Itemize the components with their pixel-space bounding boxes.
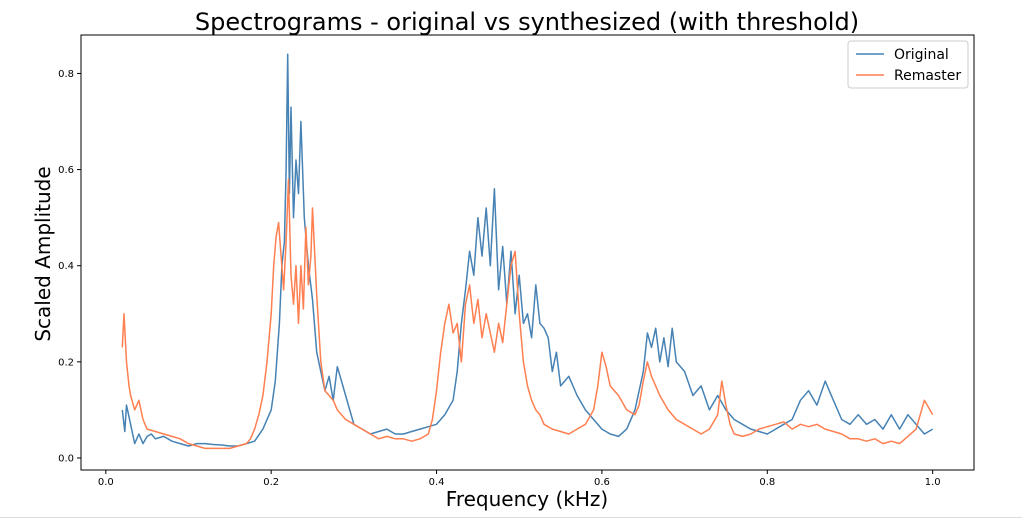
y-tick-label: 0.4: [58, 261, 74, 272]
x-tick-label: 0.8: [759, 477, 775, 488]
page-divider: [0, 517, 1022, 518]
series-line-original: [121, 53, 934, 447]
y-tick-label: 0.8: [58, 69, 74, 80]
y-tick-label: 0.0: [58, 453, 74, 464]
plot-frame: [80, 34, 975, 471]
series-line-remaster: [121, 178, 934, 450]
legend-label-remaster: Remaster: [894, 68, 961, 84]
x-tick-label: 0.6: [594, 477, 610, 488]
y-axis-label: Scaled Amplitude: [31, 166, 55, 341]
x-tick-label: 0.4: [429, 477, 445, 488]
legend-label-original: Original: [894, 47, 949, 63]
x-tick-label: 0.0: [98, 477, 114, 488]
x-axis-label: Frequency (kHz): [446, 487, 608, 511]
x-tick-label: 0.2: [263, 477, 279, 488]
legend-box: [847, 40, 969, 89]
y-tick-label: 0.6: [58, 165, 74, 176]
y-tick-label: 0.2: [58, 357, 74, 368]
x-tick-label: 1.0: [925, 477, 941, 488]
chart-title: Spectrograms - original vs synthesized (…: [195, 8, 859, 36]
